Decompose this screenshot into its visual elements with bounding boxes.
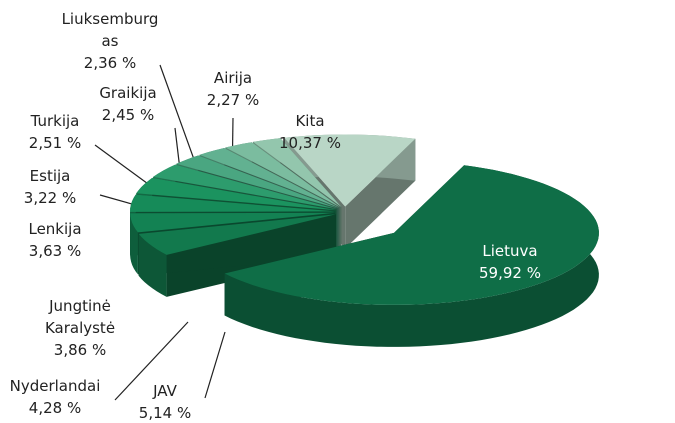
category-name: Kita [295,112,325,130]
slice-label: Lietuva 59,92 % [479,240,541,284]
category-name: Nyderlandai [9,377,101,395]
value-label: 2,45 % [101,106,155,124]
slice-label: JAV 5,14 % [139,380,191,423]
category-name: Airija [213,69,253,87]
slice-label: Nyderlandai 4,28 % [10,375,101,419]
slice-label: Lenkija 3,63 % [28,218,81,262]
value-label: 3,63 % [28,242,82,260]
value-label: 3,22 % [23,189,77,207]
slice-label: Turkija 2,51 % [29,110,81,154]
slice-top [136,177,336,211]
slice-wall [138,233,167,297]
value-label: 4,28 % [28,399,82,417]
value-label: 2,51 % [28,134,82,152]
slice-top [130,212,336,233]
leader-line [114,321,189,401]
category-name: Lietuva [482,242,538,260]
slice-label: Liuksemburgas 2,36 % [60,8,160,74]
slice-top [130,194,336,212]
category-name: Lenkija [28,220,82,238]
slice-label: Graikija 2,45 % [99,82,156,126]
leader-line [204,331,226,399]
slice-label: Jungtinė Karalystė 3,86 % [25,295,135,361]
value-label: 2,27 % [206,91,260,109]
slice-top [225,142,340,208]
category-name: Estija [29,167,71,185]
category-name: Turkija [30,112,80,130]
slice-top [224,165,599,305]
slice-label: Estija 3,22 % [24,165,76,209]
slice-label: Airija 2,27 % [207,67,259,111]
slice-top [253,138,342,207]
slice-top [153,164,337,210]
category-name: JAV [153,382,177,400]
value-label: 3,86 % [53,341,107,359]
value-label: 10,37 % [279,134,341,152]
value-label: 5,14 % [138,404,192,422]
slice [224,165,599,347]
slice-top [138,214,336,255]
category-name: Graikija [99,84,157,102]
slice-top [199,148,339,208]
value-label: 59,92 % [479,264,541,282]
slice-label: Kita 10,37 % [279,110,341,154]
category-name: Jungtinė Karalystė [44,297,116,337]
category-name: Liuksemburgas [61,10,159,50]
slice-top [176,155,338,209]
slice-top [284,134,416,207]
slice-wall [130,213,138,275]
value-label: 2,36 % [83,54,137,72]
